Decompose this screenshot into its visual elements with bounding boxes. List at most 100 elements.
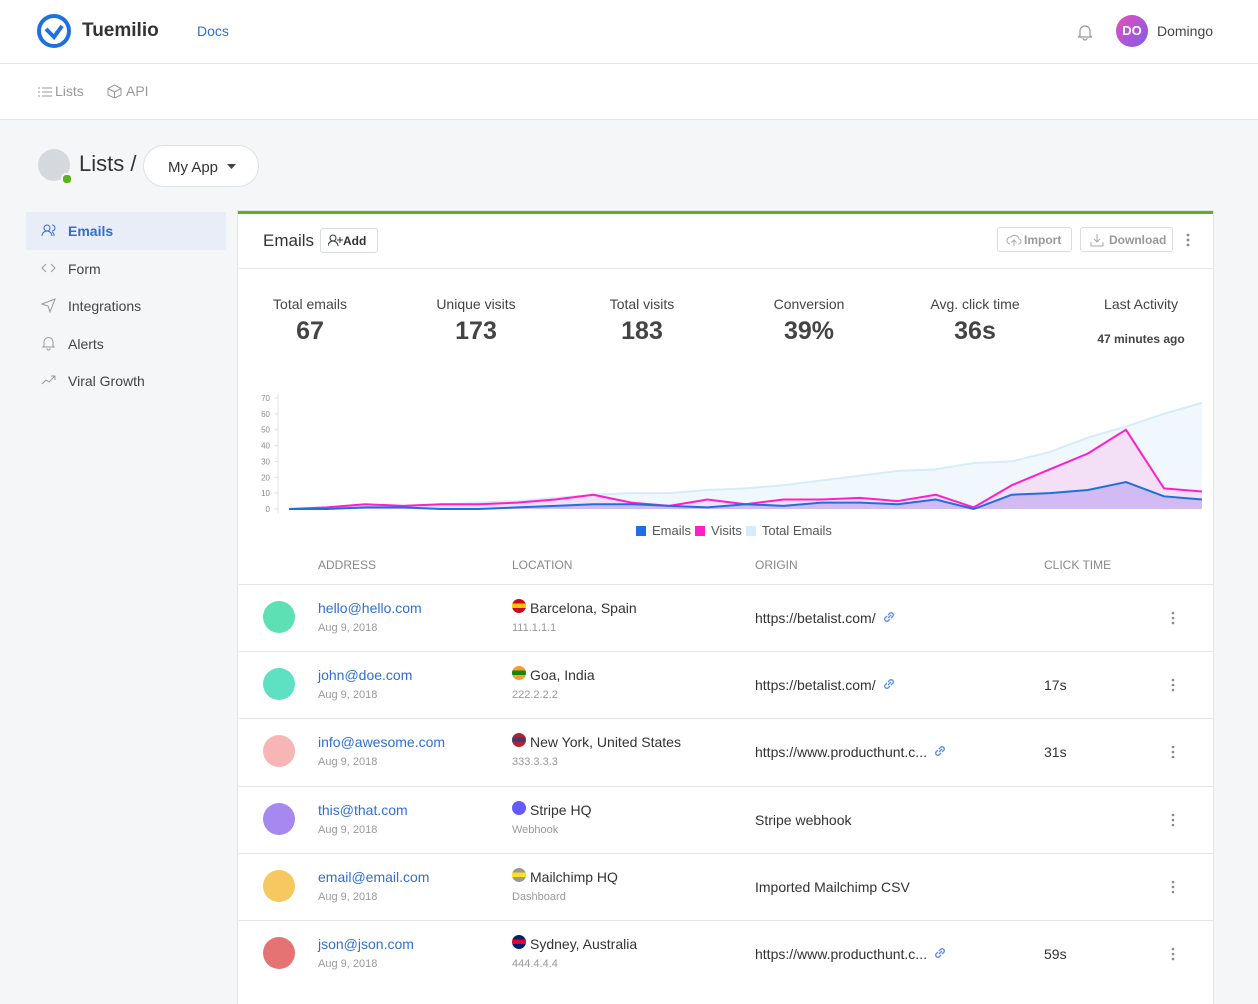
- docs-link[interactable]: Docs: [197, 23, 229, 39]
- page-title: Lists /: [79, 151, 137, 176]
- row-avatar: [263, 668, 295, 701]
- y-tick-label: 30: [261, 457, 270, 466]
- signup-date: Aug 9, 2018: [318, 689, 378, 702]
- location-detail: 111.1.1.1: [512, 622, 557, 634]
- column-header: ORIGIN: [755, 558, 798, 572]
- column-header: ADDRESS: [318, 558, 377, 572]
- app-name: My App: [168, 159, 219, 176]
- import-label: Import: [1024, 233, 1062, 247]
- click-time: 17s: [1044, 677, 1067, 694]
- signup-date: Aug 9, 2018: [318, 823, 378, 836]
- row-avatar: [263, 601, 295, 633]
- location-detail: 444.4.4.4: [512, 958, 558, 970]
- sidebar-icon: [41, 263, 56, 272]
- app-select[interactable]: My App: [143, 145, 259, 187]
- sidebar-item[interactable]: Emails: [26, 212, 226, 250]
- series-line: [289, 481, 1203, 510]
- link-icon[interactable]: [933, 744, 947, 758]
- download-button[interactable]: Download: [1080, 227, 1173, 252]
- row-menu[interactable]: [1171, 678, 1175, 692]
- area-fill: [289, 402, 1202, 509]
- column-header: CLICK TIME: [1044, 558, 1112, 572]
- row-menu[interactable]: [1171, 611, 1175, 625]
- table-row: [239, 651, 1213, 719]
- origin: https://www.producthunt.c...: [755, 744, 945, 760]
- stat-label: Avg. click time: [930, 296, 1020, 312]
- download-label: Download: [1109, 233, 1167, 247]
- row-avatar: [263, 735, 295, 768]
- y-tick-label: 10: [261, 489, 270, 498]
- stat-value: 39%: [783, 317, 835, 345]
- row-menu[interactable]: [1171, 880, 1175, 894]
- origin: https://betalist.com/: [755, 677, 894, 693]
- logo-icon: [37, 14, 71, 48]
- chart: 0 10 20 30 40 50 60 70 Emails Visits Total Emails: [261, 394, 1203, 538]
- table-row: [239, 920, 1213, 988]
- sidebar-item[interactable]: Form: [26, 250, 226, 288]
- y-tick-label: 50: [261, 426, 270, 435]
- row-avatar: [263, 802, 295, 835]
- logo-text[interactable]: Tuemilio: [82, 20, 159, 41]
- sidebar-label: Alerts: [68, 335, 104, 352]
- signup-date: Aug 9, 2018: [318, 958, 378, 970]
- user-name[interactable]: Domingo: [1157, 23, 1214, 39]
- stat-label: Last Activity: [1104, 296, 1178, 312]
- sidebar-label: Viral Growth: [68, 373, 145, 389]
- y-tick-label: 70: [261, 394, 270, 403]
- add-button[interactable]: Add: [320, 228, 378, 253]
- subnav-link[interactable]: Lists: [55, 83, 84, 99]
- link-icon[interactable]: [933, 946, 947, 960]
- row-menu[interactable]: [1171, 813, 1175, 827]
- divider: [239, 268, 1213, 269]
- user-avatar[interactable]: DO: [1116, 15, 1148, 47]
- location-detail: Webhook: [512, 823, 559, 836]
- panel-title: Emails: [263, 231, 315, 250]
- email-link[interactable]: info@awesome.com: [318, 734, 446, 751]
- more-icon: [1171, 746, 1175, 759]
- click-time: 59s: [1044, 946, 1067, 962]
- more-icon[interactable]: [1185, 233, 1191, 249]
- location: Sydney, Australia: [530, 936, 638, 952]
- origin: https://www.producthunt.c...: [755, 946, 945, 962]
- column-header: LOCATION: [512, 558, 573, 572]
- more-icon: [1171, 813, 1175, 826]
- stat-label: Total emails: [273, 296, 347, 312]
- link-icon[interactable]: [882, 610, 896, 624]
- more-icon: [1171, 678, 1175, 692]
- location-flag: [512, 599, 526, 613]
- y-tick-label: 20: [261, 473, 270, 482]
- area-fill: [289, 482, 1202, 509]
- row-avatar: [263, 937, 295, 969]
- sidebar-item[interactable]: Alerts: [26, 325, 226, 363]
- subnav-link[interactable]: API: [126, 83, 149, 99]
- row-menu[interactable]: [1171, 947, 1175, 961]
- sidebar-label: Form: [68, 260, 101, 277]
- import-button[interactable]: Import: [997, 227, 1072, 252]
- row-menu[interactable]: [1171, 745, 1175, 759]
- status-dot: [61, 173, 73, 185]
- email-link[interactable]: this@that.com: [318, 801, 408, 818]
- email-link[interactable]: hello@hello.com: [318, 600, 422, 616]
- location-detail: 333.3.3.3: [512, 756, 558, 769]
- email-link[interactable]: email@email.com: [318, 868, 430, 885]
- import-icon: [1006, 234, 1022, 246]
- sidebar-label: Integrations: [68, 298, 142, 314]
- more-icon: [1171, 880, 1175, 894]
- bell-icon[interactable]: [1076, 23, 1094, 41]
- email-link[interactable]: json@json.com: [318, 936, 414, 952]
- table-row: [239, 718, 1213, 786]
- row-avatar: [263, 869, 295, 902]
- list-icon: [38, 87, 52, 97]
- more-icon: [1171, 947, 1175, 961]
- stat-value: 173: [455, 317, 497, 345]
- email-link[interactable]: john@doe.com: [318, 667, 413, 684]
- sidebar-label: Emails: [68, 223, 114, 239]
- sidebar-item[interactable]: Integrations: [26, 287, 226, 325]
- signup-date: Aug 9, 2018: [318, 890, 378, 903]
- sidebar-icon: [41, 224, 56, 237]
- sidebar-item[interactable]: Viral Growth: [26, 362, 226, 400]
- stat-value: 183: [621, 317, 663, 345]
- legend-label: Visits: [711, 523, 742, 538]
- location-detail: Dashboard: [512, 890, 566, 903]
- link-icon[interactable]: [882, 677, 896, 691]
